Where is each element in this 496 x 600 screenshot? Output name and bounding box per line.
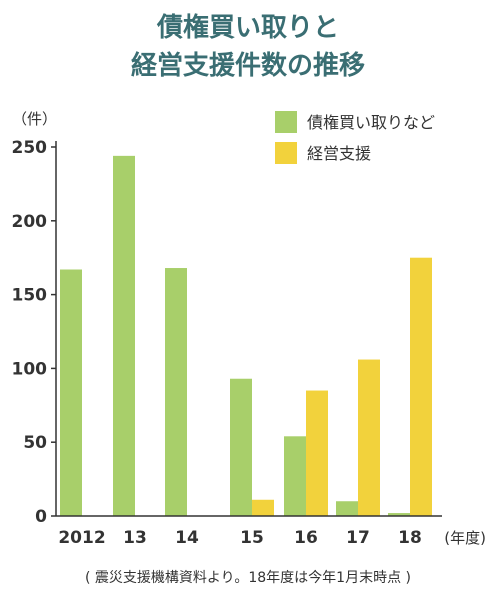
bar-management-support-17 <box>358 359 380 516</box>
x-tick-label: 14 <box>175 528 199 548</box>
chart-title-line-1: 債権買い取りと <box>156 12 339 43</box>
y-tick-label: 250 <box>12 138 48 158</box>
bar-debt-purchase-16 <box>284 436 306 516</box>
chart-title-line-2: 経営支援件数の推移 <box>131 50 365 81</box>
legend-label-0: 債権買い取りなど <box>307 113 435 132</box>
y-tick-label: 100 <box>12 359 48 379</box>
x-axis: 2012 13 14 15 16 17 18 (年度) <box>56 515 486 548</box>
x-tick-label: 15 <box>240 528 264 548</box>
x-tick-label: 16 <box>294 528 318 548</box>
bar-management-support-16 <box>306 390 328 516</box>
bar-debt-purchase-15 <box>230 378 252 516</box>
y-tick-label: 200 <box>12 212 48 232</box>
bar-debt-purchase-13 <box>113 155 135 516</box>
bar-debt-purchase-14 <box>165 268 187 516</box>
x-tick-label: 2012 <box>58 528 105 548</box>
x-tick-label: 17 <box>346 528 370 548</box>
y-axis: 0 50 100 150 200 250 <box>12 138 57 527</box>
legend-label-1: 経営支援 <box>307 144 371 163</box>
chart-title: 債権買い取りと 経営支援件数の推移 <box>131 12 365 81</box>
y-tick-label: 0 <box>35 507 47 527</box>
y-axis-label: （件） <box>12 110 57 128</box>
x-axis-label: (年度) <box>444 529 486 547</box>
bar-debt-purchase-17 <box>336 501 358 516</box>
x-tick-label: 18 <box>398 528 422 548</box>
legend-swatch-0 <box>275 111 297 133</box>
legend-swatch-1 <box>275 142 297 164</box>
source-note: ( 震災支援機構資料より。18年度は今年1月末時点 ) <box>85 570 411 586</box>
bar-debt-purchase-2012 <box>60 269 82 516</box>
bar-management-support-15 <box>252 499 274 516</box>
bar-management-support-18 <box>410 257 432 516</box>
bars <box>60 155 432 516</box>
bar-debt-purchase-18 <box>388 513 410 516</box>
x-tick-label: 13 <box>123 528 147 548</box>
y-tick-label: 50 <box>23 433 47 453</box>
y-tick-label: 150 <box>12 286 48 306</box>
